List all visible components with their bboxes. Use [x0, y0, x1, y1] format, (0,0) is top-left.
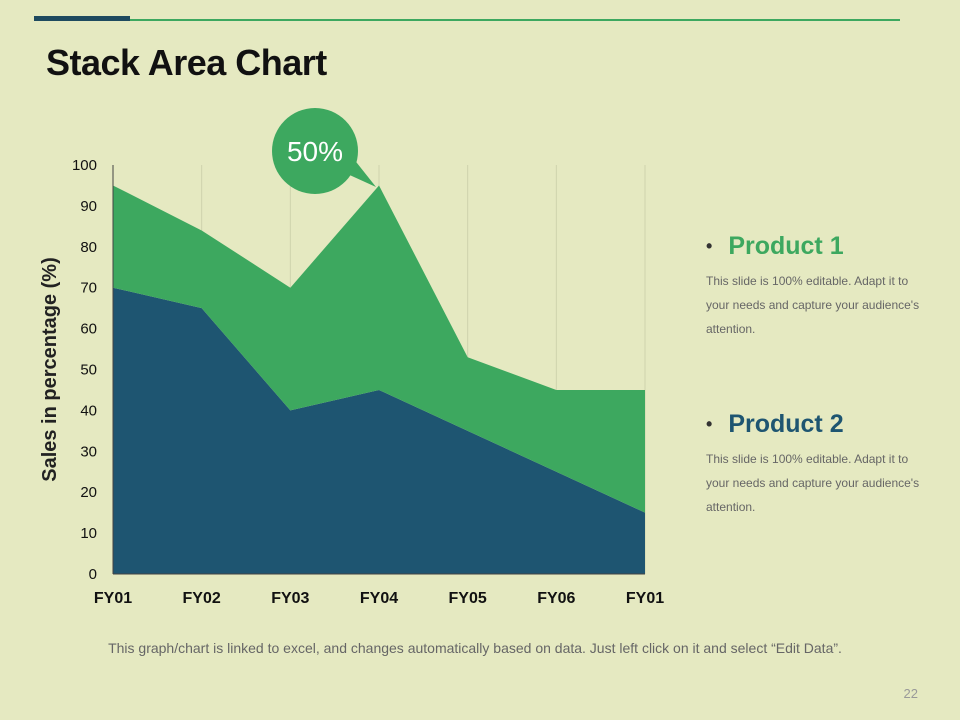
slide-title: Stack Area Chart [46, 42, 327, 83]
legend-product-1-label: Product 1 [728, 232, 844, 260]
x-tick-label: FY06 [537, 590, 575, 607]
y-tick-label: 10 [80, 525, 97, 542]
x-tick-label: FY03 [271, 590, 309, 607]
bullet-icon: • [706, 236, 713, 256]
y-tick-label: 50 [80, 362, 97, 379]
y-tick-label: 60 [80, 321, 97, 338]
y-tick-label: 40 [80, 402, 97, 419]
x-tick-label: FY01 [626, 590, 664, 607]
legend-product-1-description: This slide is 100% editable. Adapt it to… [706, 274, 920, 336]
legend-product-1: • Product 1 This slide is 100% editable.… [706, 232, 921, 341]
callout-pointer [343, 158, 376, 187]
area-series-product-1 [113, 185, 645, 513]
header-rule [130, 19, 900, 21]
y-tick-label: 100 [72, 157, 97, 174]
y-tick-label: 90 [80, 198, 97, 215]
footer-note: This graph/chart is linked to excel, and… [108, 640, 842, 656]
y-tick-label: 30 [80, 443, 97, 460]
legend-product-2: • Product 2 This slide is 100% editable.… [706, 410, 921, 519]
y-tick-label: 80 [80, 239, 97, 256]
x-tick-label: FY02 [183, 590, 221, 607]
area-series-product-2 [113, 287, 645, 574]
x-tick-label: FY04 [360, 590, 398, 607]
y-axis-title: Sales in percentage (%) [39, 257, 61, 482]
legend-product-2-label: Product 2 [728, 410, 844, 438]
x-tick-label: FY05 [449, 590, 487, 607]
bullet-icon: • [706, 414, 713, 434]
y-tick-label: 70 [80, 280, 97, 297]
callout-bubble[interactable]: 50% [272, 108, 376, 194]
legend-product-2-description: This slide is 100% editable. Adapt it to… [706, 452, 920, 514]
callout-label: 50% [287, 136, 343, 167]
page-number: 22 [903, 686, 918, 701]
x-tick-label: FY01 [94, 590, 132, 607]
callout-circle [272, 108, 358, 194]
y-tick-label: 0 [89, 566, 97, 583]
header-accent-bar [34, 16, 130, 21]
y-tick-label: 20 [80, 484, 97, 501]
